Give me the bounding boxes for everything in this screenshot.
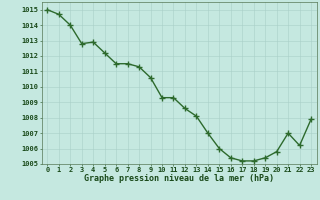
X-axis label: Graphe pression niveau de la mer (hPa): Graphe pression niveau de la mer (hPa) bbox=[84, 174, 274, 183]
